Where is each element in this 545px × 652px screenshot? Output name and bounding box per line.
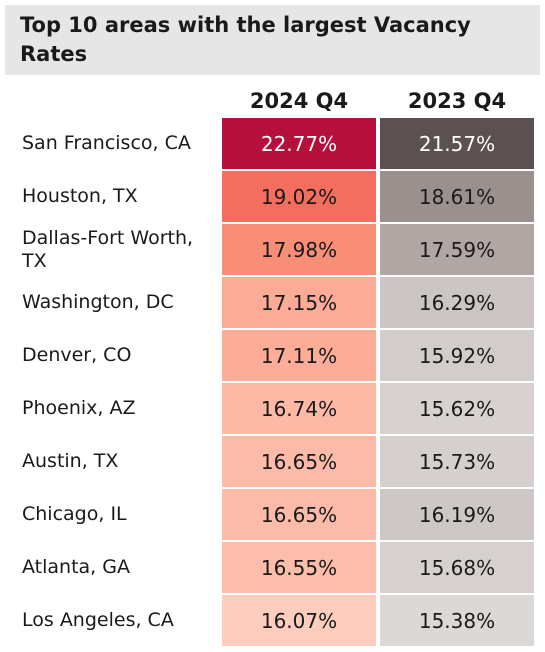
vacancy-cell-2024-q4: 16.65% — [222, 436, 376, 487]
area-label: Denver, CO — [22, 344, 132, 366]
vacancy-cell-2023-q4: 15.62% — [380, 383, 534, 434]
vacancy-cell-2023-q4: 15.68% — [380, 542, 534, 593]
table-row: Washington, DC 17.15% 16.29% — [0, 276, 545, 329]
vacancy-cell-2024-q4: 16.74% — [222, 383, 376, 434]
vacancy-cell-2024-q4: 17.98% — [222, 224, 376, 275]
vacancy-cell-2023-q4: 18.61% — [380, 171, 534, 222]
column-header-2023-q4: 2023 Q4 — [407, 89, 507, 113]
vacancy-cell-2024-q4: 17.11% — [222, 330, 376, 381]
chart-title: Top 10 areas with the largest Vacancy Ra… — [20, 13, 471, 66]
vacancy-cell-2024-q4: 16.55% — [222, 542, 376, 593]
vacancy-cell-2023-q4: 15.73% — [380, 436, 534, 487]
area-label: Austin, TX — [22, 450, 119, 472]
table-row: Chicago, IL 16.65% 16.19% — [0, 488, 545, 541]
title-box: Top 10 areas with the largest Vacancy Ra… — [5, 5, 540, 75]
vacancy-cell-2024-q4: 16.65% — [222, 489, 376, 540]
vacancy-cell-2024-q4: 22.77% — [222, 118, 376, 169]
area-label: San Francisco, CA — [22, 132, 191, 154]
vacancy-cell-2023-q4: 17.59% — [380, 224, 534, 275]
vacancy-cell-2023-q4: 16.29% — [380, 277, 534, 328]
vacancy-cell-2023-q4: 21.57% — [380, 118, 534, 169]
vacancy-cell-2024-q4: 16.07% — [222, 595, 376, 646]
area-label: Los Angeles, CA — [22, 609, 174, 631]
vacancy-cell-2023-q4: 15.92% — [380, 330, 534, 381]
table-row: Phoenix, AZ 16.74% 15.62% — [0, 382, 545, 435]
vacancy-cell-2024-q4: 19.02% — [222, 171, 376, 222]
table-row: Austin, TX 16.65% 15.73% — [0, 435, 545, 488]
vacancy-cell-2023-q4: 15.38% — [380, 595, 534, 646]
table-row: Houston, TX 19.02% 18.61% — [0, 170, 545, 223]
area-label: Phoenix, AZ — [22, 397, 136, 419]
table-row: Denver, CO 17.11% 15.92% — [0, 329, 545, 382]
area-label: Houston, TX — [22, 185, 138, 207]
column-header-2024-q4: 2024 Q4 — [249, 89, 349, 113]
area-label: Dallas-Fort Worth, TX — [22, 226, 194, 272]
table-row: San Francisco, CA 22.77% 21.57% — [0, 117, 545, 170]
area-label: Chicago, IL — [22, 503, 127, 525]
table-row: Los Angeles, CA 16.07% 15.38% — [0, 594, 545, 647]
table-row: Atlanta, GA 16.55% 15.68% — [0, 541, 545, 594]
area-label: Washington, DC — [22, 291, 174, 313]
vacancy-cell-2023-q4: 16.19% — [380, 489, 534, 540]
vacancy-cell-2024-q4: 17.15% — [222, 277, 376, 328]
table-row: Dallas-Fort Worth, TX 17.98% 17.59% — [0, 223, 545, 276]
area-label: Atlanta, GA — [22, 556, 130, 578]
